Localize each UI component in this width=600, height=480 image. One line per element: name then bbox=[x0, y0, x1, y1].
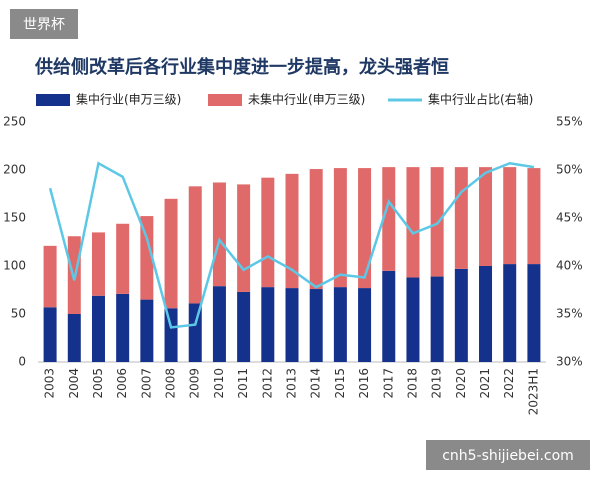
y-tick-label: 0 bbox=[18, 355, 26, 369]
bar bbox=[91, 232, 105, 296]
bar bbox=[382, 167, 396, 271]
bar bbox=[406, 277, 420, 362]
x-tick-label: 2020 bbox=[454, 368, 468, 399]
bar bbox=[358, 168, 372, 289]
bar bbox=[382, 270, 396, 362]
y2-tick-label: 30% bbox=[556, 355, 583, 369]
x-tick-label: 2021 bbox=[478, 368, 492, 399]
line bbox=[48, 161, 535, 329]
badge-box bbox=[10, 9, 78, 39]
y-tick-label: 250 bbox=[3, 115, 26, 129]
legend-swatch bbox=[36, 94, 70, 106]
bar bbox=[479, 266, 493, 362]
legend-label: 未集中行业(申万三级) bbox=[248, 92, 365, 107]
legend-swatch bbox=[208, 94, 242, 106]
bar bbox=[237, 291, 251, 362]
x-tick-label: 2012 bbox=[260, 368, 274, 399]
x-tick-label: 2013 bbox=[285, 368, 299, 399]
x-tick-label: 2008 bbox=[164, 368, 178, 399]
bar bbox=[406, 167, 420, 278]
x-tick-label: 2017 bbox=[381, 368, 395, 399]
bar bbox=[454, 167, 468, 269]
bar bbox=[116, 223, 130, 294]
bar bbox=[309, 169, 323, 290]
y2-tick-label: 35% bbox=[556, 307, 583, 321]
x-tick-label: 2003 bbox=[43, 368, 57, 399]
x-tick-label: 2015 bbox=[333, 368, 347, 399]
y2-tick-label: 40% bbox=[556, 259, 583, 273]
bar bbox=[333, 168, 347, 288]
x-tick-label: 2014 bbox=[309, 368, 323, 399]
bar bbox=[358, 288, 372, 362]
y-tick-label: 100 bbox=[3, 259, 26, 273]
y-tick-label: 150 bbox=[3, 211, 26, 225]
x-tick-label: 2006 bbox=[115, 368, 129, 399]
bar bbox=[261, 287, 275, 362]
x-tick-label: 2023H1 bbox=[526, 368, 540, 415]
bar bbox=[527, 264, 541, 362]
y2-tick-label: 50% bbox=[556, 163, 583, 177]
bar bbox=[503, 264, 517, 362]
bar bbox=[212, 182, 226, 287]
bar bbox=[285, 173, 299, 289]
site-box bbox=[426, 440, 590, 470]
x-tick-label: 2005 bbox=[91, 368, 105, 399]
x-tick-label: 2011 bbox=[236, 368, 250, 399]
bar bbox=[479, 167, 493, 266]
x-tick-label: 2009 bbox=[188, 368, 202, 399]
y2-tick-label: 55% bbox=[556, 115, 583, 129]
bar bbox=[527, 168, 541, 265]
bar bbox=[430, 276, 444, 362]
y2-tick-label: 45% bbox=[556, 211, 583, 225]
bar bbox=[333, 287, 347, 362]
bar bbox=[212, 286, 226, 362]
bar bbox=[43, 307, 57, 362]
bar bbox=[140, 299, 154, 362]
x-tick-label: 2016 bbox=[357, 368, 371, 399]
x-tick-label: 2019 bbox=[430, 368, 444, 399]
bar bbox=[309, 289, 323, 362]
bar bbox=[164, 308, 178, 362]
bar bbox=[503, 167, 517, 265]
bar bbox=[237, 184, 251, 292]
bar bbox=[43, 245, 57, 308]
legend-label: 集中行业(申万三级) bbox=[76, 92, 181, 107]
y-tick-label: 200 bbox=[3, 163, 26, 177]
x-tick-label: 2018 bbox=[405, 368, 419, 399]
x-tick-label: 2004 bbox=[67, 368, 81, 399]
x-tick-label: 2010 bbox=[212, 368, 226, 399]
bar bbox=[116, 293, 130, 362]
bar bbox=[164, 198, 178, 309]
bar bbox=[261, 177, 275, 288]
bar bbox=[454, 268, 468, 362]
x-tick-label: 2022 bbox=[502, 368, 516, 399]
bar bbox=[188, 186, 202, 304]
bar bbox=[140, 216, 154, 300]
y-tick-label: 50 bbox=[11, 307, 26, 321]
legend-label: 集中行业占比(右轴) bbox=[428, 92, 533, 107]
bar bbox=[285, 288, 299, 362]
chart-title: 供给侧改革后各行业集中度进一步提高，龙头强者恒 bbox=[34, 56, 449, 78]
bar bbox=[188, 303, 202, 362]
site: cnh5-shijiebei.com bbox=[442, 448, 574, 464]
bar bbox=[67, 314, 81, 362]
badge: 世界杯 bbox=[23, 17, 65, 33]
x-tick-label: 2007 bbox=[139, 368, 153, 399]
bar bbox=[91, 295, 105, 362]
